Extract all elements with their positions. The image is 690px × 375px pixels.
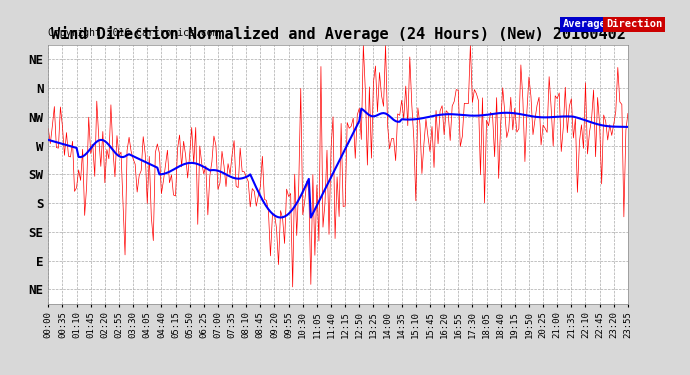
Text: Copyright 2016 Cartronics.com: Copyright 2016 Cartronics.com [48,28,219,38]
Text: Average: Average [562,20,606,29]
Text: Direction: Direction [606,20,662,29]
Title: Wind Direction Normalized and Average (24 Hours) (New) 20160402: Wind Direction Normalized and Average (2… [50,27,626,42]
